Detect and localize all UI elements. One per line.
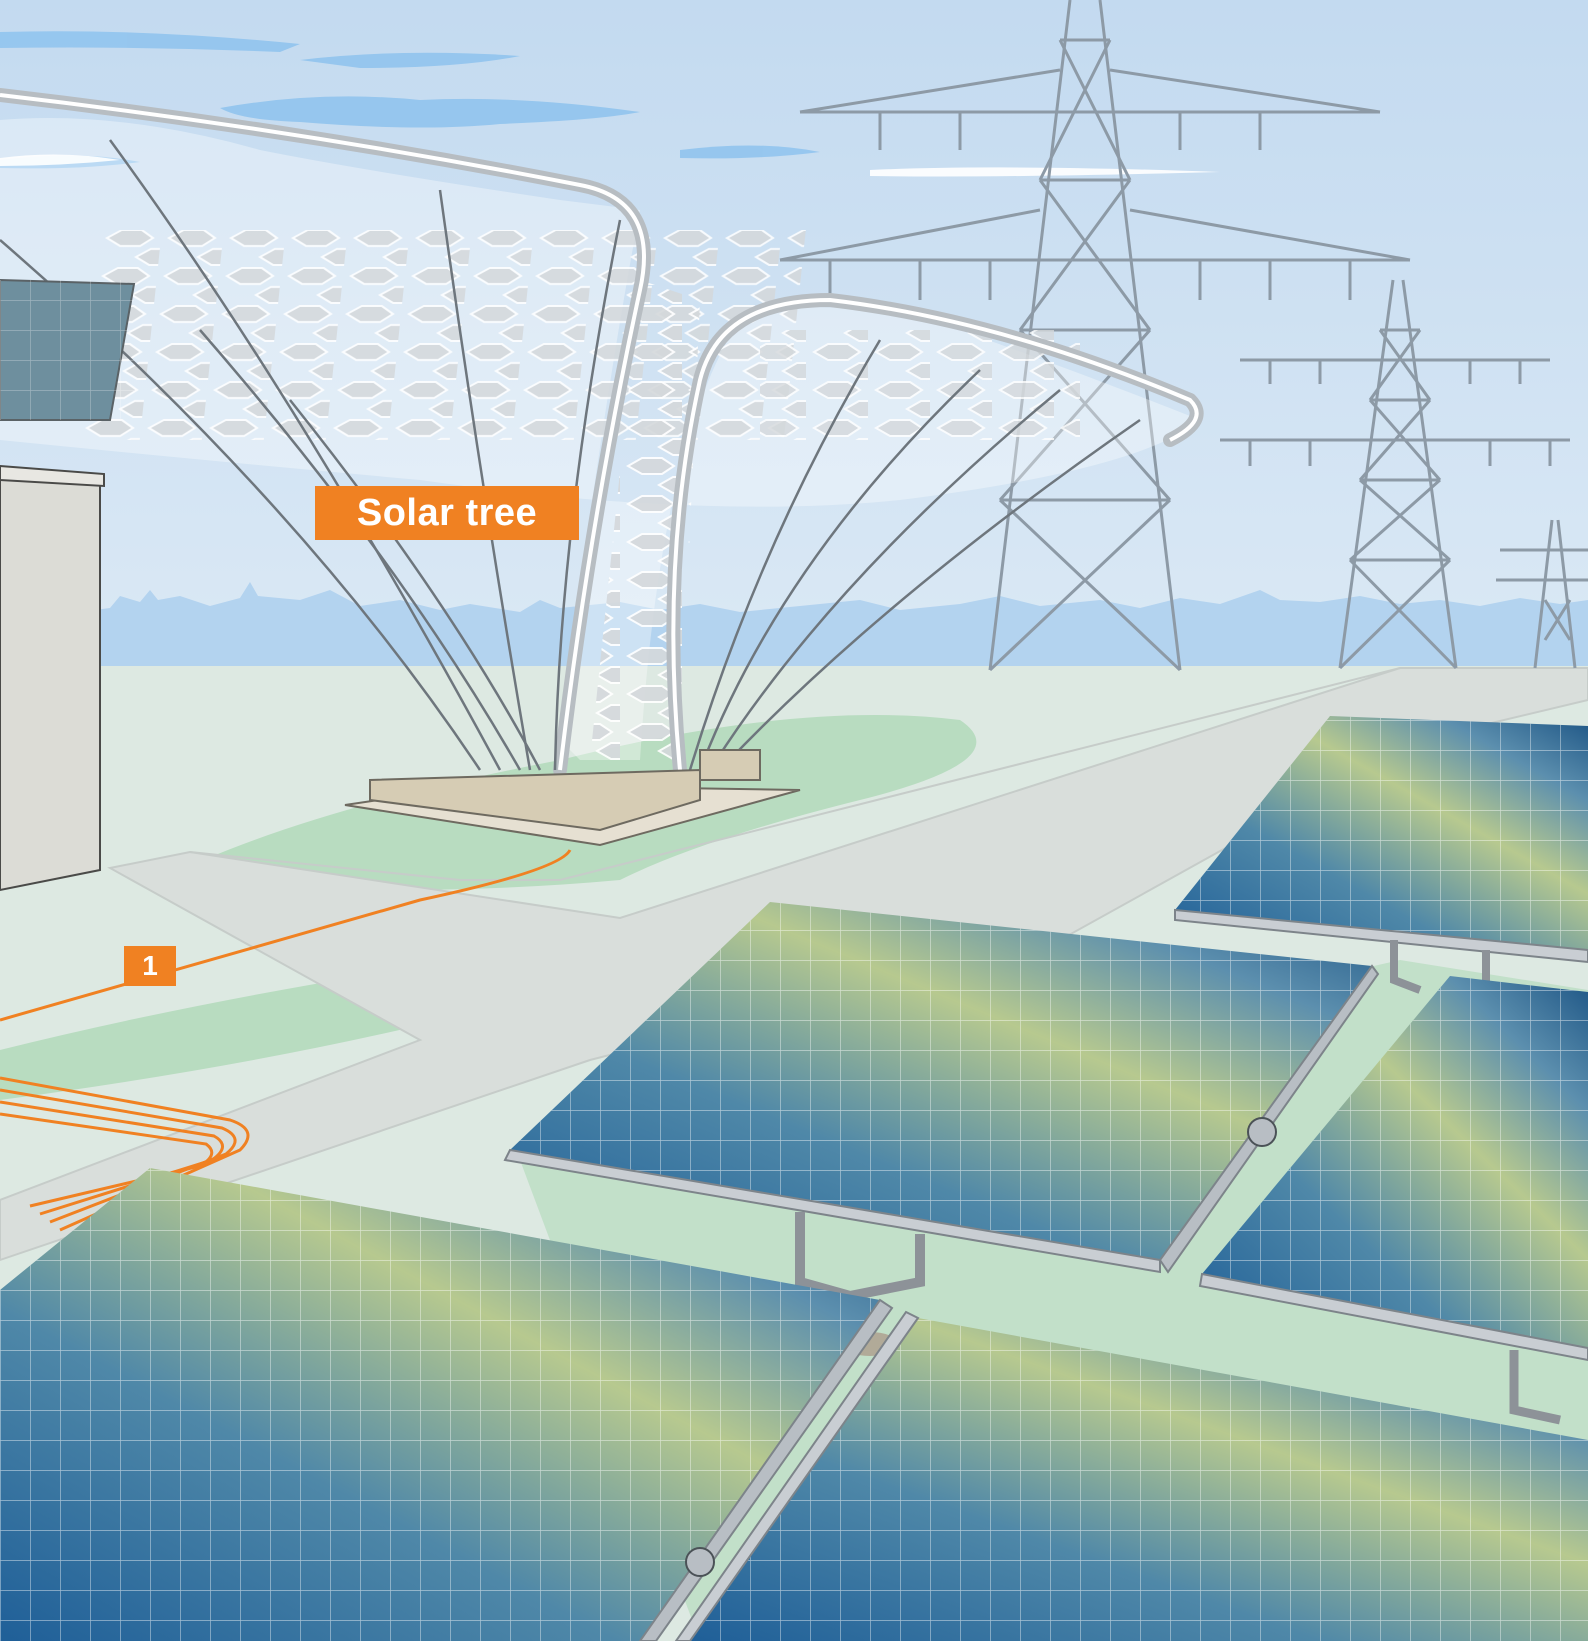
cables xyxy=(0,849,572,1232)
solar-panel-icon xyxy=(0,716,1588,1641)
building xyxy=(0,278,136,892)
marker-1-label: 1 xyxy=(124,946,176,986)
clouds xyxy=(0,31,820,169)
city-skyline xyxy=(80,582,1588,668)
solar-tree-label: Solar tree xyxy=(315,486,579,540)
solar-tree-icon xyxy=(0,88,1204,847)
